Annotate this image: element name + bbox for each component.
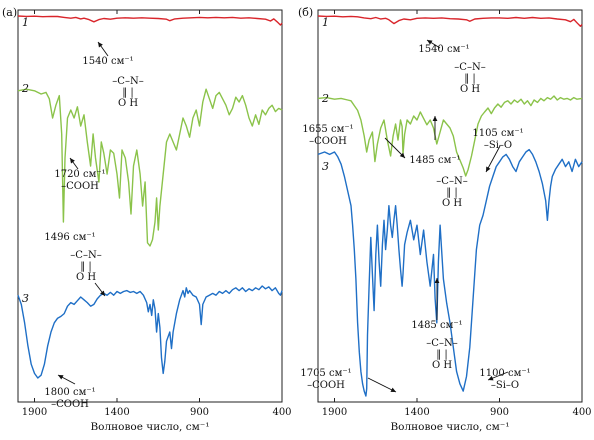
panel-0-series-2-annotation-0-structure-2: O H [76, 272, 96, 283]
panel-0-series-1-annotation-0: 1720 см⁻¹–COOH [54, 157, 106, 192]
panel-1-series-2-annotation-0-structure-1: ‖ | [436, 349, 448, 360]
panel-0-tick-label-3: 400 [272, 407, 291, 418]
panel-0-series-0-annotation-0: 1540 см⁻¹ –C–N–‖ |O H [82, 41, 144, 109]
panel-1-series-2-label: 3 [322, 160, 329, 173]
panel-1-series-1-annotation-2-line-0: 1105 см⁻¹ [472, 128, 523, 139]
panel-1-series-2-annotation-1-arrow-head [390, 387, 396, 392]
panel-0-tick-label-1: 1400 [104, 407, 129, 418]
panel-0-series-2-line [17, 285, 283, 379]
panel-1-series-2-annotation-0-structure-2: O H [432, 360, 452, 371]
panel-1-series-1-annotation-1-line-0: 1485 см⁻¹ [409, 155, 460, 166]
panel-0-series-2-annotation-1-arrow-head [58, 375, 64, 380]
panel-1-tick-label-0: 1900 [322, 407, 347, 418]
panel-b-tag: (б) [298, 6, 313, 19]
panel-1-series-0-annotation-0-structure-2: O H [460, 84, 480, 95]
panel-1-series-1-annotation-1-arrow-head [432, 116, 438, 121]
panel-1-series-2-annotation-0: 1485 см⁻¹ –C–N–‖ |O H [411, 278, 463, 371]
panel-1-series-1-annotation-1: 1485 см⁻¹ –C–N–‖ |O H [409, 116, 468, 209]
panel-1-series-1-annotation-1-structure-0: –C–N– [436, 176, 467, 187]
panel-1-series-1-label: 2 [321, 92, 329, 105]
panel-1-series-2-annotation-1-arrow [367, 377, 397, 393]
panel-1-series-2-line [317, 148, 583, 397]
panel-0-tick-label-2: 900 [190, 407, 209, 418]
panel-0-series-2-label: 3 [22, 292, 29, 305]
panel-1-series-1-annotation-0-line-0: 1655 см⁻¹ [302, 124, 353, 135]
panel-0-series-1-label: 2 [21, 82, 29, 95]
panel-0-series-0-annotation-0-structure-0: –C–N– [112, 76, 143, 87]
panel-0-series-2-annotation-0-arrow-head [100, 290, 105, 296]
panel-a: (а) 1900 1400 900 400 Волновое число, см⁻¹ … [2, 6, 292, 433]
panel-0-series-0-label: 1 [22, 16, 29, 29]
panel-a-series: 1 2 3 [17, 15, 283, 379]
panel-0-series-2-annotation-0: 1496 см⁻¹ –C–N–‖ |O H [44, 232, 106, 297]
panel-1-series-0-line [317, 15, 583, 27]
panel-1-series-2-annotation-2: 1100 см⁻¹–Si–O [479, 368, 530, 391]
panel-1-series-1-annotation-1-structure-1: ‖ | [446, 187, 458, 198]
panel-0-series-0-annotation-0-arrow-head [98, 42, 103, 48]
panel-1-tick-label-1: 1400 [404, 407, 429, 418]
panel-a-ticks: 1900 1400 900 400 [22, 10, 292, 418]
panel-a-tag: (а) [2, 6, 17, 19]
panel-0-series-0-annotation-0-structure-1: ‖ | [122, 87, 134, 98]
panel-b: (б) 1900 1400 900 400 Волновое число, см⁻¹ … [298, 6, 592, 433]
panel-1-series-1-annotation-0-line-1: –COOH [309, 136, 347, 147]
panel-0-series-0-line [17, 15, 283, 26]
panel-1-series-1-annotation-1-structure-2: O H [442, 198, 462, 209]
panel-1-series-0-annotation-0-structure-0: –C–N– [454, 62, 485, 73]
panel-0-series-2-annotation-0-structure-0: –C–N– [70, 250, 101, 261]
panel-1-series-0-annotation-0-arrow-head [427, 40, 433, 45]
panel-1-series-2-annotation-1: 1705 см⁻¹–COOH [300, 368, 397, 393]
panel-1-series-2-annotation-0-structure-0: –C–N– [426, 338, 457, 349]
panel-1-series-2-annotation-0-arrow-head [434, 278, 440, 283]
panel-b-frame [317, 9, 583, 403]
panel-0-tick-label-0: 1900 [22, 407, 47, 418]
panel-1-series-1-line [317, 95, 583, 177]
panel-0-series-0-annotation-0-line-0: 1540 см⁻¹ [82, 56, 133, 67]
panel-1-tick-label-2: 900 [490, 407, 509, 418]
panel-1-series-1-annotation-2-line-1: –Si–O [484, 140, 512, 151]
panel-0-series-0-annotation-0-structure-2: O H [118, 98, 138, 109]
panel-1-series-0-annotation-0-structure-1: ‖ | [464, 73, 476, 84]
panel-1-series-1-annotation-0: 1655 см⁻¹–COOH [302, 124, 406, 159]
panel-1-series-1-annotation-2-arrow-head [486, 166, 491, 172]
panel-0-series-2-annotation-1: 1800 см⁻¹–COOH [44, 374, 96, 410]
panel-0-series-2-annotation-0-line-0: 1496 см⁻¹ [44, 232, 95, 243]
panel-1-series-1-annotation-0-arrow-head [399, 152, 405, 158]
panel-0-series-2-annotation-1-line-1: –COOH [51, 399, 89, 410]
panel-1-series-2-annotation-0-line-0: 1485 см⁻¹ [411, 320, 462, 331]
panel-a-frame [17, 9, 283, 403]
panel-1-series-2-annotation-2-arrow-head [488, 375, 494, 381]
panel-0-series-1-line [17, 88, 283, 247]
panel-b-x-axis-label: Волновое число, см⁻¹ [390, 421, 509, 433]
panel-1-series-2-annotation-2-line-1: –Si–O [491, 380, 519, 391]
panel-0-series-2-annotation-1-line-0: 1800 см⁻¹ [44, 387, 95, 398]
panel-0-series-1-annotation-0-line-0: 1720 см⁻¹ [54, 169, 105, 180]
panel-0-series-2-annotation-0-structure-1: ‖ | [80, 261, 92, 272]
panel-1-series-0-label: 1 [322, 16, 329, 29]
panel-0-series-1-annotation-0-line-1: –COOH [61, 181, 99, 192]
panel-1-series-2-annotation-1-line-1: –COOH [307, 380, 345, 391]
panel-b-ticks: 1900 1400 900 400 [322, 10, 592, 418]
panel-1-series-1-annotation-2: 1105 см⁻¹–Si–O [472, 128, 524, 173]
panel-1-tick-label-3: 400 [572, 407, 591, 418]
panel-a-x-axis-label: Волновое число, см⁻¹ [90, 421, 209, 433]
panel-1-series-0-annotation-0: 1540 см⁻¹ –C–N–‖ |O H [418, 39, 486, 95]
panel-1-series-2-annotation-1-line-0: 1705 см⁻¹ [300, 368, 351, 379]
panel-0-series-1-annotation-0-arrow-head [70, 158, 75, 164]
panel-b-series: 1 2 3 [317, 15, 583, 397]
panel-1-series-0-annotation-0-line-0: 1540 см⁻¹ [418, 44, 469, 55]
